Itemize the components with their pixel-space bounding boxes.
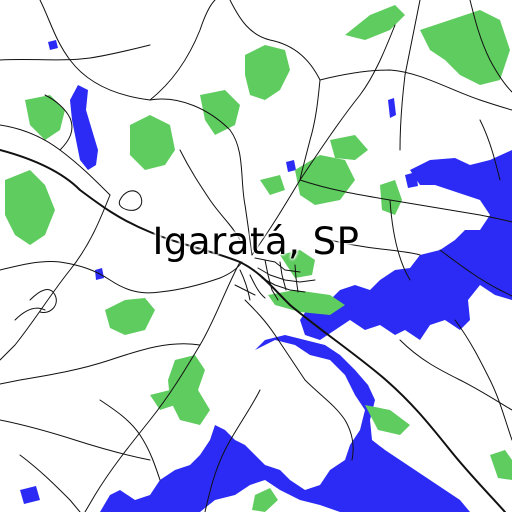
reservoir-east — [300, 150, 512, 340]
forest-center-2 — [260, 175, 285, 195]
road — [299, 79, 321, 181]
forest-ne-2 — [420, 10, 510, 85]
forest-north-2 — [200, 90, 240, 135]
highway-main — [0, 149, 506, 512]
road — [0, 419, 151, 461]
forest-south-2 — [365, 405, 410, 435]
road — [159, 261, 243, 293]
road — [399, 0, 421, 151]
reservoir-south — [100, 335, 470, 512]
road — [14, 307, 46, 321]
forest-west-2 — [380, 180, 402, 215]
road — [19, 454, 81, 512]
forest-town-edge — [280, 250, 315, 278]
pond-6 — [20, 486, 40, 504]
road — [39, 0, 151, 101]
forest-south-west — [168, 355, 210, 425]
road — [99, 399, 161, 481]
road — [229, 0, 321, 81]
forest-west — [5, 170, 55, 245]
road — [0, 343, 201, 385]
road — [479, 119, 501, 181]
forest-ne — [345, 5, 405, 40]
road — [399, 339, 512, 411]
road — [29, 289, 57, 314]
road — [251, 24, 396, 256]
road — [454, 319, 512, 441]
vegetation-layer — [5, 5, 512, 512]
forest-town-south — [268, 290, 345, 315]
water-channel-west — [70, 85, 98, 170]
road — [44, 94, 73, 151]
forest-center-3 — [330, 135, 368, 160]
water-layer — [20, 40, 512, 512]
road — [299, 179, 512, 223]
pond-3 — [286, 160, 296, 172]
town-street-grid — [234, 257, 316, 301]
road — [84, 261, 241, 512]
road — [319, 69, 512, 111]
road — [149, 98, 253, 256]
road — [439, 249, 512, 297]
forest-north — [245, 45, 290, 100]
pond-2 — [388, 98, 396, 118]
forest-s-1 — [252, 488, 278, 512]
pond-1 — [48, 40, 58, 50]
forest-center-north — [130, 115, 175, 170]
road — [0, 44, 151, 61]
road — [469, 0, 512, 93]
road — [204, 389, 261, 512]
forest-sw — [105, 298, 155, 335]
place-label: Igaratá, SP — [152, 220, 360, 263]
forest-center — [295, 155, 355, 205]
forest-se — [490, 450, 512, 480]
road — [118, 190, 143, 211]
road — [149, 0, 216, 101]
road — [179, 149, 241, 241]
pond-4 — [405, 172, 418, 188]
road — [244, 299, 306, 381]
road — [389, 199, 411, 281]
road — [0, 194, 111, 361]
road — [329, 239, 421, 256]
forest-nw — [25, 95, 65, 140]
road — [304, 379, 354, 461]
road — [0, 261, 161, 294]
